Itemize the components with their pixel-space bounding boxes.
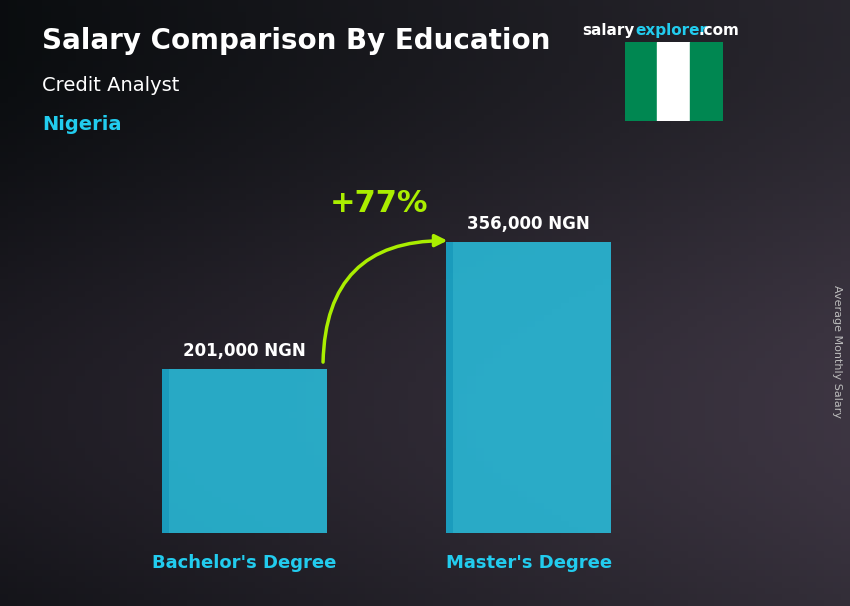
Text: Average Monthly Salary: Average Monthly Salary	[832, 285, 842, 418]
Text: .com: .com	[699, 23, 740, 38]
Text: salary: salary	[582, 23, 635, 38]
Text: +77%: +77%	[330, 188, 428, 218]
Text: Credit Analyst: Credit Analyst	[42, 76, 180, 95]
Bar	[625, 42, 657, 121]
Text: 356,000 NGN: 356,000 NGN	[468, 215, 590, 233]
Bar	[162, 369, 169, 533]
Text: Salary Comparison By Education: Salary Comparison By Education	[42, 27, 551, 55]
Bar	[162, 369, 326, 533]
Bar	[446, 242, 453, 533]
Bar	[690, 42, 722, 121]
Text: explorer: explorer	[635, 23, 707, 38]
Bar	[446, 242, 611, 533]
Bar	[657, 42, 690, 121]
Text: Nigeria: Nigeria	[42, 115, 122, 134]
Text: 201,000 NGN: 201,000 NGN	[183, 342, 306, 360]
